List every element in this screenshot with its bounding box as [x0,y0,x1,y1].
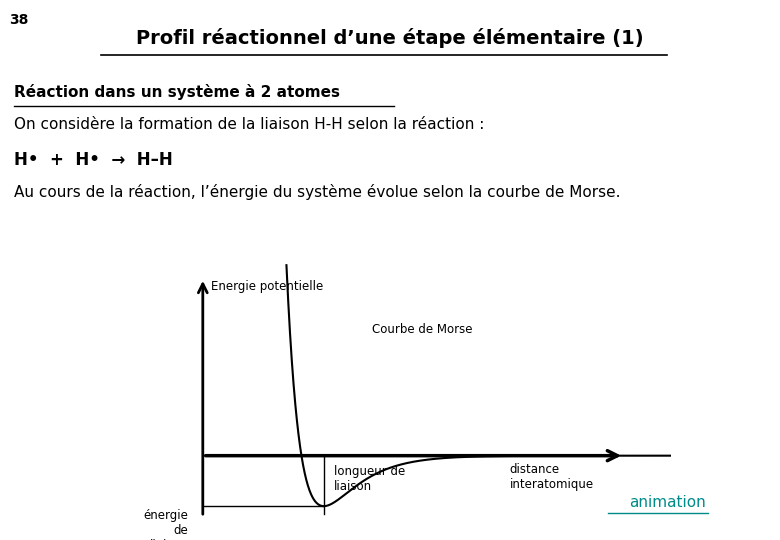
Text: 38: 38 [9,14,29,28]
Text: Au cours de la réaction, l’énergie du système évolue selon la courbe de Morse.: Au cours de la réaction, l’énergie du sy… [14,184,621,200]
Text: distance
interatomique: distance interatomique [509,463,594,491]
Text: longueur de
liaison: longueur de liaison [334,465,405,493]
Text: Réaction dans un système à 2 atomes: Réaction dans un système à 2 atomes [14,84,340,100]
Text: énergie
de
liaison: énergie de liaison [144,509,188,540]
Text: Courbe de Morse: Courbe de Morse [372,323,473,336]
Text: Profil réactionnel d’une étape élémentaire (1): Profil réactionnel d’une étape élémentai… [136,28,644,48]
Text: On considère la formation de la liaison H-H selon la réaction :: On considère la formation de la liaison … [14,117,484,132]
Text: Energie potentielle: Energie potentielle [211,280,323,293]
Text: H•  +  H•  →  H–H: H• + H• → H–H [14,151,173,168]
Text: animation: animation [629,495,706,510]
